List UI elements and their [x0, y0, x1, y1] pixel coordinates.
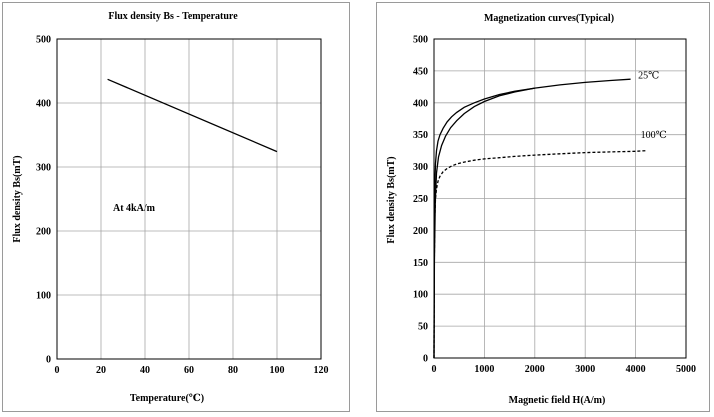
chart-panel-magnetization: Magnetization curves(Typical) Magnetic f… — [376, 2, 710, 412]
plot-frame — [433, 38, 687, 359]
y-tick-label: 50 — [418, 322, 428, 333]
y-tick-label: 200 — [413, 226, 428, 237]
y-tick-label: 250 — [413, 194, 428, 205]
series-group — [107, 78, 278, 153]
series-line — [107, 78, 278, 153]
y-tick-label: 450 — [413, 66, 428, 77]
x-tick-label: 120 — [314, 365, 329, 376]
x-tick-label: 0 — [55, 365, 60, 376]
chart-flux-temperature: Flux density Bs - Temperature Temperatur… — [12, 11, 329, 404]
y-tick-label: 300 — [36, 163, 51, 174]
y-tick-label: 500 — [413, 35, 428, 46]
y-tick-label: 0 — [423, 354, 428, 365]
series-line — [433, 150, 646, 359]
x-tick-label: 60 — [184, 365, 194, 376]
grid — [57, 39, 321, 359]
y-tick-label: 400 — [413, 98, 428, 109]
x-axis-label: Magnetic field H(A/m) — [509, 395, 606, 406]
x-tick-label: 4000 — [626, 364, 646, 375]
x-tick-label: 1000 — [474, 364, 494, 375]
x-tick-label: 0 — [432, 364, 437, 375]
chart-title: Flux density Bs - Temperature — [108, 11, 238, 22]
grid — [434, 39, 686, 358]
series-label: 25℃ — [638, 71, 659, 82]
y-axis-label: Flux density Bs(mT) — [386, 156, 397, 243]
x-tick-label: 2000 — [525, 364, 545, 375]
series-label: 100℃ — [641, 130, 667, 141]
x-axis-label: Temperature(℃) — [130, 393, 204, 404]
series-group — [433, 78, 646, 359]
ticks: 0 20 40 60 80 100 120 0 100 200 300 400 500 — [36, 35, 329, 377]
annotation-text: At 4kA/m — [113, 203, 156, 214]
y-tick-label: 350 — [413, 130, 428, 141]
chart-panel-flux-temperature: Flux density Bs - Temperature Temperatur… — [2, 2, 350, 412]
y-tick-label: 200 — [36, 227, 51, 238]
y-tick-label: 300 — [413, 162, 428, 173]
series-line — [433, 78, 631, 359]
series-labels: 25℃ 100℃ — [638, 71, 667, 141]
y-tick-label: 500 — [36, 35, 51, 46]
x-tick-label: 3000 — [575, 364, 595, 375]
chart-magnetization-curves: Magnetization curves(Typical) Magnetic f… — [386, 13, 696, 406]
y-tick-label: 0 — [46, 355, 51, 366]
plot-frame — [56, 38, 322, 360]
x-tick-label: 100 — [270, 365, 285, 376]
x-tick-label: 5000 — [676, 364, 696, 375]
y-tick-label: 100 — [36, 291, 51, 302]
y-tick-label: 400 — [36, 99, 51, 110]
y-tick-label: 100 — [413, 290, 428, 301]
x-tick-label: 20 — [96, 365, 106, 376]
x-tick-label: 40 — [140, 365, 150, 376]
y-axis-label: Flux density Bs(mT) — [12, 155, 23, 242]
chart-title: Magnetization curves(Typical) — [484, 13, 614, 24]
y-tick-label: 150 — [413, 258, 428, 269]
x-tick-label: 80 — [228, 365, 238, 376]
ticks: 0 1000 2000 3000 4000 5000 0 50 100 150 200 250 300 3… — [413, 35, 696, 376]
